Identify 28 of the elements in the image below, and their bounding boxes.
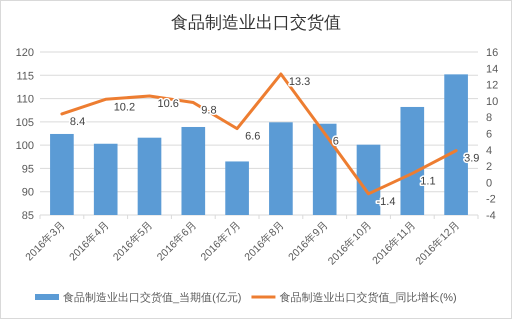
- legend-label: 食品制造业出口交货值_同比增长(%): [279, 291, 457, 304]
- y2-tick-label: 16: [486, 47, 498, 59]
- data-label: 8.4: [70, 116, 86, 128]
- line-series: [60, 72, 458, 196]
- y-tick-label: 105: [16, 116, 34, 129]
- y-tick-label: 110: [16, 94, 34, 106]
- y2-tick-label: 2: [486, 161, 492, 174]
- y-tick-label: 95: [22, 163, 34, 176]
- y2-tick-label: 8: [486, 112, 492, 124]
- data-label: 10.6: [158, 98, 179, 110]
- y2-tick-label: -4: [486, 210, 496, 222]
- y2-tick-label: 6: [486, 128, 492, 140]
- data-label: 6.6: [245, 130, 260, 143]
- y-tick-label: 115: [16, 70, 34, 82]
- y2-tick-label: 4: [486, 144, 492, 157]
- y-tick-label: 120: [16, 47, 34, 59]
- data-label: 10.2: [114, 101, 136, 114]
- y2-tick-label: -2: [486, 194, 496, 206]
- y2-tick-label: 14: [486, 63, 498, 76]
- y2-tick-label: 12: [486, 80, 498, 92]
- y-tick-label: 85: [22, 210, 34, 222]
- title: 食品制造业出口交货值: [171, 13, 341, 32]
- y-tick-label: 90: [22, 186, 34, 199]
- y2-tick-label: 10: [486, 96, 498, 108]
- data-label: 13.3: [288, 76, 310, 88]
- y2-tick-label: 0: [486, 177, 492, 190]
- legend-label: 食品制造业出口交货值_当期值(亿元): [63, 291, 242, 304]
- y-tick-label: 100: [16, 140, 34, 152]
